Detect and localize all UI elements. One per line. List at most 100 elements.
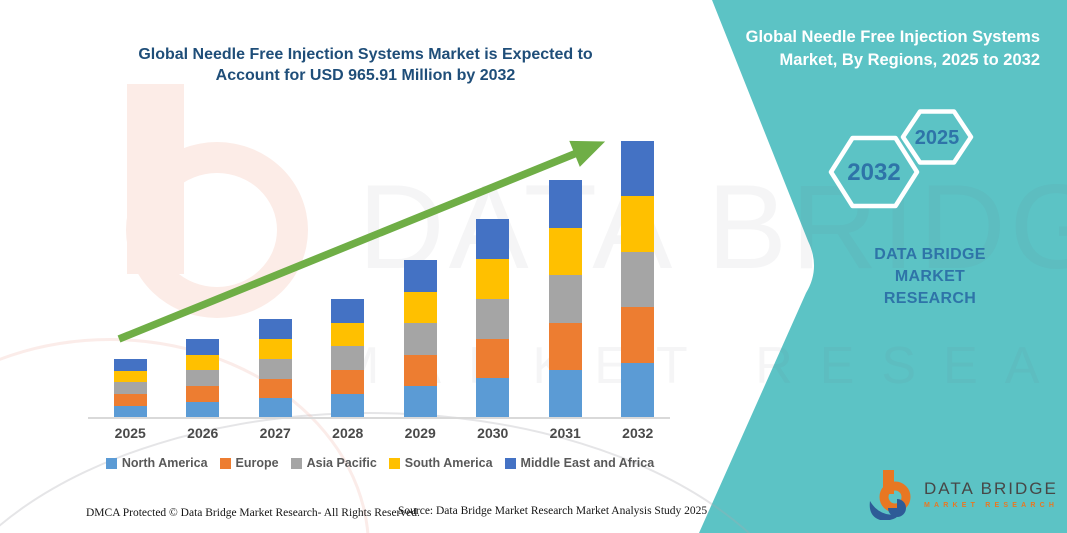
legend-swatch-icon — [388, 457, 400, 469]
bar-2030 — [476, 219, 510, 418]
hexagon-badges: 2025 2032 — [828, 109, 974, 209]
panel-title: Global Needle Free Injection Systems Mar… — [740, 26, 1040, 72]
bar-segment-south-america — [331, 322, 365, 347]
logo-name: DATA BRIDGE — [924, 479, 1058, 498]
hexagon-2032-badge: 2032 — [828, 135, 920, 209]
x-axis-label: 2027 — [259, 425, 291, 441]
bar-segment-middle-east-and-africa — [548, 180, 582, 228]
legend-swatch-icon — [105, 457, 117, 469]
chart-legend: North America Europe Asia Pacific South Ame… — [86, 456, 674, 470]
bar-column-2025 — [94, 120, 167, 418]
legend-item-middle-east-and-africa: Middle East and Africa — [504, 456, 655, 470]
dbmr-logo: DATA BRIDGE MARKET RESEARCH — [868, 468, 1063, 520]
hexagon-2032-label: 2032 — [847, 159, 900, 186]
bar-segment-asia-pacific — [331, 346, 365, 371]
bar-chart — [94, 120, 674, 418]
x-axis-labels: 2025 2026 2027 2028 2029 2030 2031 2032 — [94, 425, 674, 441]
legend-swatch-icon — [290, 457, 302, 469]
bar-segment-south-america — [548, 227, 582, 276]
bar-segment-south-america — [113, 370, 147, 383]
hexagon-2025-label: 2025 — [915, 127, 960, 149]
bar-segment-north-america — [548, 370, 582, 418]
logo-subtitle: MARKET RESEARCH — [924, 502, 1059, 509]
bar-2028 — [331, 298, 365, 418]
bar-segment-middle-east-and-africa — [476, 219, 510, 259]
bar-segment-south-america — [621, 196, 655, 252]
x-axis-line — [88, 417, 670, 419]
bar-segment-middle-east-and-africa — [258, 319, 292, 340]
x-axis-label: 2026 — [187, 425, 219, 441]
x-axis-label: 2030 — [477, 425, 509, 441]
brand-name: DATA BRIDGE MARKET RESEARCH — [838, 244, 1022, 310]
panel-title-line1: Global Needle Free Injection Systems — [745, 28, 1040, 46]
chart-title: Global Needle Free Injection Systems Mar… — [108, 44, 623, 86]
bar-column-2027 — [239, 120, 312, 418]
legend-item-asia-pacific: Asia Pacific — [290, 456, 377, 470]
x-axis-label: 2028 — [332, 425, 364, 441]
bar-segment-europe — [186, 386, 220, 403]
bar-segment-north-america — [403, 386, 437, 418]
bar-2027 — [258, 319, 292, 418]
legend-label: North America — [121, 456, 208, 470]
chart-title-line1: Global Needle Free Injection Systems Mar… — [138, 46, 593, 63]
bar-segment-europe — [331, 370, 365, 395]
bar-segment-asia-pacific — [186, 370, 220, 387]
x-axis-label: 2029 — [404, 425, 436, 441]
bar-segment-asia-pacific — [548, 275, 582, 323]
bar-segment-north-america — [621, 362, 655, 418]
bar-segment-middle-east-and-africa — [331, 298, 365, 323]
legend-label: Asia Pacific — [306, 456, 377, 470]
source-note: Source: Data Bridge Market Research Mark… — [398, 505, 708, 517]
legend-item-europe: Europe — [219, 456, 279, 470]
logo-wordmark: DATA BRIDGE MARKET RESEARCH — [924, 479, 1058, 509]
hexagon-2025-badge: 2025 — [900, 109, 974, 165]
bar-segment-middle-east-and-africa — [186, 338, 220, 355]
dmca-notice: DMCA Protected © Data Bridge Market Rese… — [86, 507, 420, 519]
bar-column-2031 — [529, 120, 602, 418]
bar-2025 — [113, 358, 147, 418]
bar-segment-north-america — [331, 394, 365, 418]
brand-name-line2: RESEARCH — [883, 290, 977, 307]
bar-segment-north-america — [258, 398, 292, 418]
bar-segment-south-america — [403, 291, 437, 324]
x-axis-label: 2025 — [114, 425, 146, 441]
bar-2026 — [186, 338, 220, 418]
legend-label: South America — [404, 456, 493, 470]
bar-segment-asia-pacific — [258, 358, 292, 379]
bar-2029 — [403, 260, 437, 418]
bar-segment-asia-pacific — [403, 323, 437, 355]
bar-column-2030 — [457, 120, 530, 418]
bar-segment-north-america — [186, 402, 220, 418]
legend-item-north-america: North America — [105, 456, 208, 470]
bar-segment-south-america — [186, 354, 220, 371]
chart-title-line2: Account for USD 965.91 Million by 2032 — [215, 67, 516, 84]
legend-label: Europe — [235, 456, 279, 470]
legend-swatch-icon — [219, 457, 231, 469]
bar-segment-middle-east-and-africa — [113, 358, 147, 371]
logo-b-icon — [869, 470, 911, 520]
bar-segment-europe — [403, 354, 437, 387]
bar-segment-europe — [476, 338, 510, 379]
bar-segment-north-america — [113, 406, 147, 418]
x-axis-label: 2032 — [622, 425, 654, 441]
bar-column-2026 — [167, 120, 240, 418]
bar-column-2028 — [312, 120, 385, 418]
legend-item-south-america: South America — [388, 456, 493, 470]
bar-segment-europe — [113, 394, 147, 407]
bar-segment-north-america — [476, 378, 510, 418]
bar-segment-asia-pacific — [476, 298, 510, 339]
bar-segment-asia-pacific — [113, 382, 147, 395]
bar-2032 — [621, 140, 655, 418]
bar-segment-middle-east-and-africa — [621, 140, 655, 197]
legend-swatch-icon — [504, 457, 516, 469]
brand-name-line1: DATA BRIDGE MARKET — [874, 246, 986, 285]
legend-label: Middle East and Africa — [520, 456, 655, 470]
bar-segment-middle-east-and-africa — [403, 260, 437, 292]
bar-segment-asia-pacific — [621, 251, 655, 308]
bar-2031 — [548, 180, 582, 418]
bar-segment-europe — [258, 378, 292, 399]
bar-column-2032 — [602, 120, 675, 418]
bar-column-2029 — [384, 120, 457, 418]
